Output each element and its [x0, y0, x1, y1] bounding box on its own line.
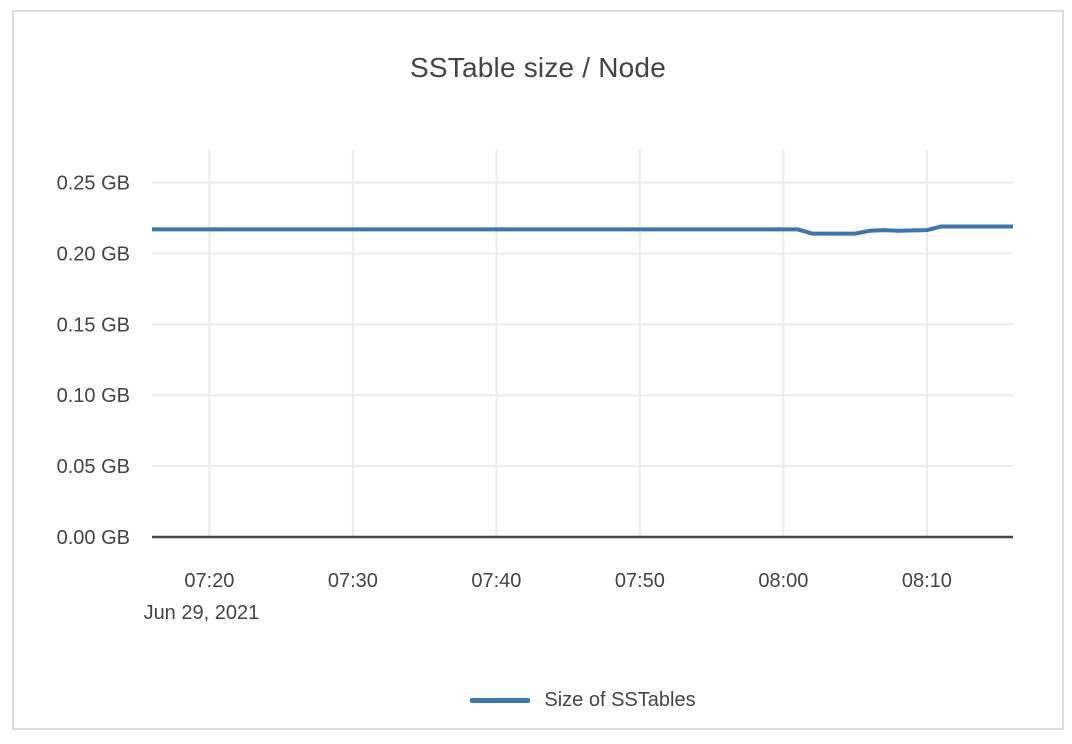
x-tick-label: 08:10 [902, 570, 952, 592]
x-tick-label: 07:20 [184, 570, 234, 592]
series-line[interactable] [152, 224, 1013, 236]
y-tick-label: 0.10 GB [57, 385, 130, 407]
chart-legend[interactable]: Size of SSTables [59, 686, 1072, 714]
x-tick-label: 07:50 [615, 570, 665, 592]
chart-title: SSTable size / Node [410, 52, 666, 83]
x-axis-date-label: Jun 29, 2021 [144, 602, 260, 624]
x-tick-label: 07:40 [471, 570, 521, 592]
y-tick-label: 0.20 GB [57, 243, 130, 265]
x-tick-label: 08:00 [758, 570, 808, 592]
legend-label: Size of SSTables [544, 688, 696, 711]
y-tick-label: 0.15 GB [57, 314, 130, 336]
y-tick-label: 0.25 GB [57, 173, 130, 195]
y-tick-label: 0.05 GB [57, 456, 130, 478]
x-tick-label: 07:30 [328, 570, 378, 592]
chart-card: SSTable size / Node 0.00 GB 0.05 GB 0.10 G… [12, 10, 1064, 730]
legend-line-swatch [470, 697, 531, 703]
sstable-size-chart[interactable]: 0.00 GB 0.05 GB 0.10 GB 0.15 GB 0.20 GB 0.25 … [14, 12, 1062, 662]
y-tick-label: 0.00 GB [57, 527, 130, 549]
